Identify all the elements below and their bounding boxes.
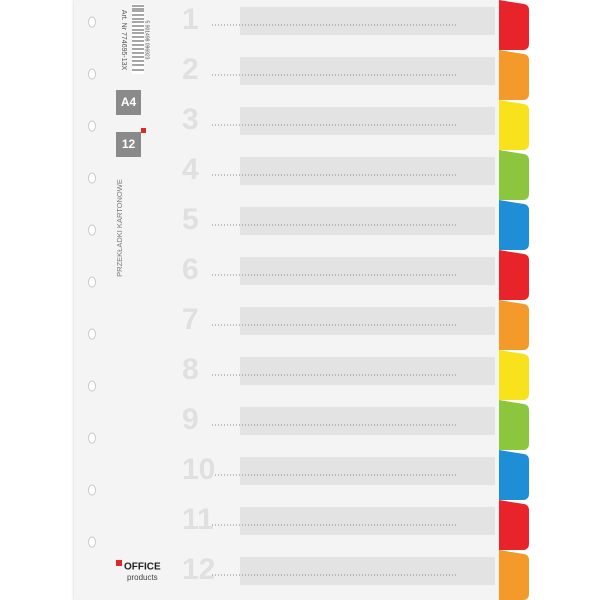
- tab-number: 11: [182, 503, 214, 536]
- barcode-number: 5 901498 096923: [144, 21, 150, 60]
- tab-field: [240, 457, 495, 485]
- tab: [499, 100, 529, 150]
- count-label: 12: [122, 137, 136, 151]
- product-name: PRZEKŁADKI KARTONOWE: [115, 179, 124, 277]
- tab: [499, 200, 529, 250]
- punch-hole: [88, 120, 96, 132]
- punch-hole: [88, 484, 96, 496]
- sheet: [74, 0, 499, 600]
- tab-number: 5: [182, 203, 199, 236]
- brand-line1: OFFICE: [124, 562, 161, 573]
- tab-field: [240, 557, 495, 585]
- tab-field: [240, 7, 495, 35]
- count-badge-corner: [141, 128, 146, 133]
- tab-number: 3: [182, 103, 199, 136]
- tab: [499, 50, 529, 100]
- tab: [499, 350, 529, 400]
- tab-number: 1: [182, 3, 199, 36]
- tab-number: 4: [182, 153, 199, 186]
- format-label: A4: [121, 95, 137, 109]
- punch-hole: [88, 380, 96, 392]
- punch-hole: [88, 172, 96, 184]
- punch-hole: [88, 276, 96, 288]
- tab: [499, 150, 529, 200]
- format-badge: [116, 90, 141, 115]
- tab: [499, 250, 529, 300]
- barcode: [132, 4, 144, 74]
- tab-field: [240, 107, 495, 135]
- punch-hole: [88, 536, 96, 548]
- tab-field: [240, 257, 495, 285]
- brand-mark: [116, 560, 122, 566]
- tab: [499, 400, 529, 450]
- tab-number: 10: [182, 453, 215, 486]
- tab-field: [240, 207, 495, 235]
- article-number: Art. Nr 774695-13X: [120, 10, 127, 71]
- punch-hole: [88, 68, 96, 80]
- punch-hole: [88, 328, 96, 340]
- punch-hole: [88, 224, 96, 236]
- tab-number: 7: [182, 303, 199, 336]
- punch-holes: [88, 16, 96, 548]
- tab-field: [240, 157, 495, 185]
- tab-number: 9: [182, 403, 199, 436]
- tab-field: [240, 357, 495, 385]
- tab-number: 2: [182, 53, 199, 86]
- count-badge: [116, 132, 141, 157]
- tab-number: 6: [182, 253, 199, 286]
- tab: [499, 0, 529, 50]
- tab-field: [240, 407, 495, 435]
- tab: [499, 500, 529, 550]
- brand-line2: products: [127, 573, 158, 582]
- punch-hole: [88, 16, 96, 28]
- tab-field: [240, 507, 495, 535]
- tab-number: 8: [182, 353, 199, 386]
- tab-field: [240, 57, 495, 85]
- tab: [499, 450, 529, 500]
- tab: [499, 300, 529, 350]
- colored-tabs: [499, 0, 529, 600]
- tab-field: [240, 307, 495, 335]
- punch-hole: [88, 432, 96, 444]
- tab-number: 12: [182, 553, 215, 586]
- tab: [499, 550, 529, 600]
